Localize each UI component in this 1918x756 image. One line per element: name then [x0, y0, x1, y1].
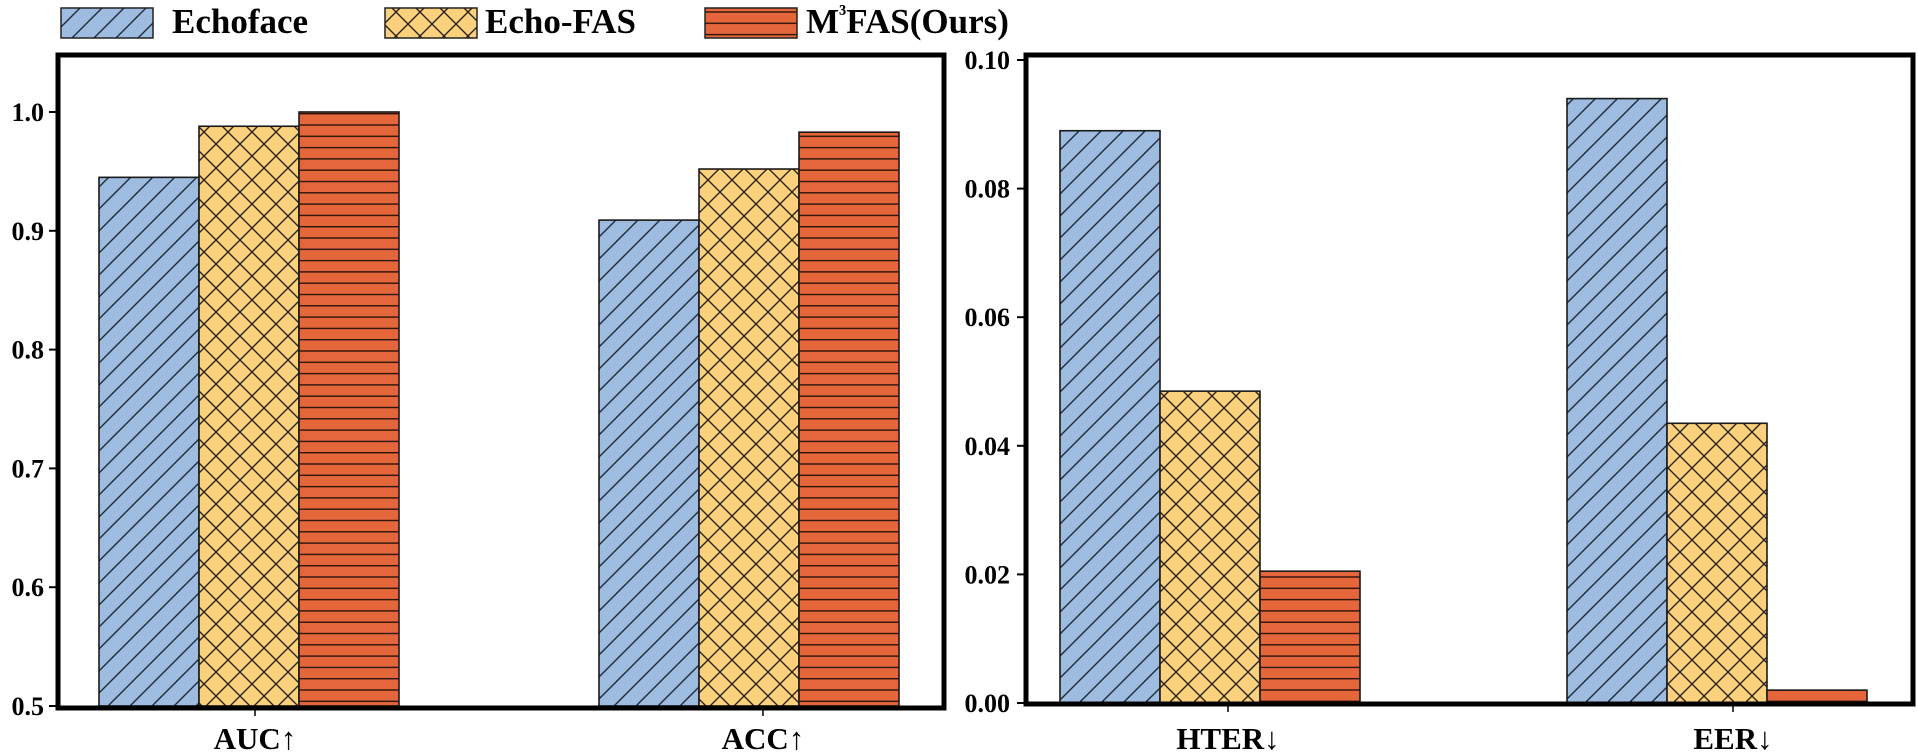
y-tick-label: 0.8: [12, 336, 45, 365]
bar-echoface-eer: [1566, 97, 1668, 704]
legend-item-m-fas-ours: M³FAS(Ours): [704, 1, 1009, 41]
bars-right: [1059, 97, 1868, 704]
legend-label: Echo-FAS: [485, 2, 636, 41]
y-tick-label: 0.06: [965, 303, 1011, 332]
y-tick-label: 0.9: [12, 217, 45, 246]
plot-frame-left: [55, 52, 947, 711]
x-axis-right: HTER↓ EER↓: [1176, 704, 1773, 756]
x-axis-left: AUC↑ ACC↑: [214, 708, 805, 756]
legend: Echoface Echo-FAS M³FAS(Ours): [60, 1, 1009, 41]
legend-swatch: [384, 7, 478, 39]
bar-echo-fas-eer: [1666, 422, 1768, 704]
plot-frame-right: [1023, 52, 1916, 707]
chart-panel-right: 0.00 0.02 0.04 0.06 0.08 0.10 HTER↓ EER↓: [965, 46, 1916, 756]
bar-echoface-auc: [98, 176, 200, 707]
bar-m-fas-ours-acc: [798, 131, 900, 707]
y-tick-label: 1.0: [12, 98, 45, 127]
y-tick-label: 0.5: [12, 692, 45, 721]
bars-left: [98, 111, 900, 707]
bar-echo-fas-acc: [698, 168, 800, 707]
bar-echo-fas-auc: [198, 125, 300, 707]
bar-m-fas-ours-auc: [298, 111, 400, 707]
bar-m-fas-ours-hter: [1259, 570, 1361, 704]
x-category-label-hter: HTER↓: [1176, 721, 1279, 756]
legend-swatch: [60, 7, 154, 39]
y-tick-label: 0.7: [12, 454, 45, 483]
y-tick-label: 0.02: [965, 560, 1011, 589]
bar-echo-fas-hter: [1159, 390, 1261, 704]
bar-echoface-acc: [598, 219, 700, 707]
y-axis-left: 0.5 0.6 0.7 0.8 0.9 1.0: [12, 98, 58, 721]
chart-panel-left: 0.5 0.6 0.7 0.8 0.9 1.0 AUC↑ ACC↑: [12, 52, 947, 756]
legend-label: Echoface: [172, 2, 308, 41]
y-tick-label: 0.6: [12, 573, 45, 602]
y-axis-right: 0.00 0.02 0.04 0.06 0.08 0.10: [965, 46, 1026, 718]
legend-swatch: [704, 7, 798, 39]
y-tick-label: 0.04: [965, 432, 1011, 461]
y-tick-label: 0.08: [965, 175, 1011, 204]
bar-m-fas-ours-eer: [1766, 689, 1868, 704]
legend-label: M³FAS(Ours): [806, 1, 1009, 41]
x-category-label-auc: AUC↑: [214, 721, 297, 756]
x-category-label-eer: EER↓: [1693, 721, 1772, 756]
bar-echoface-hter: [1059, 129, 1161, 704]
y-tick-label: 0.00: [965, 689, 1011, 718]
legend-item-echo-fas: Echo-FAS: [384, 2, 636, 41]
x-category-label-acc: ACC↑: [722, 721, 805, 756]
y-tick-label: 0.10: [965, 46, 1011, 75]
legend-item-echoface: Echoface: [60, 2, 308, 41]
